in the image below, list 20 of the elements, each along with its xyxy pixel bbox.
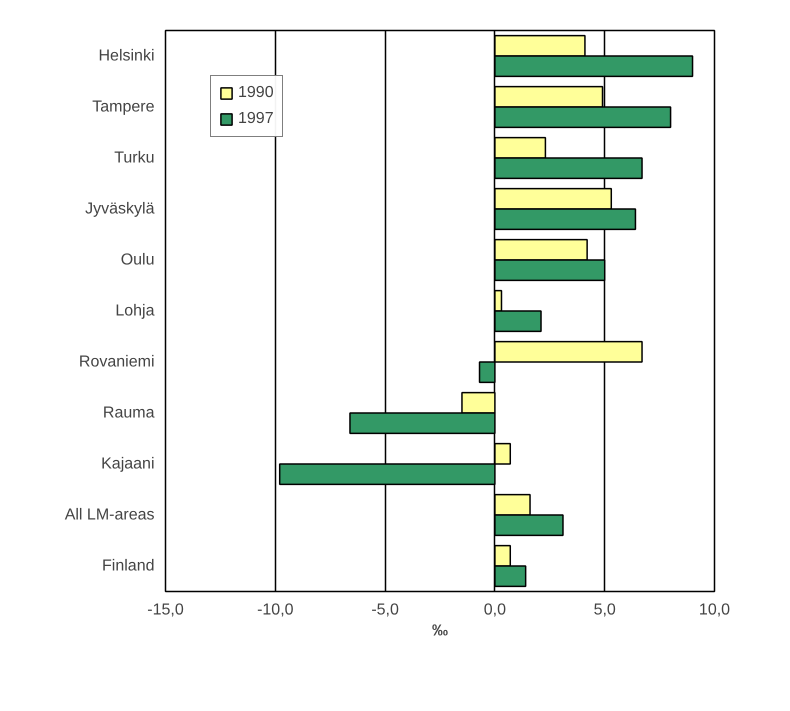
y-tick-label: Oulu (120, 252, 154, 268)
x-tick-label: 10,0 (698, 602, 730, 618)
legend-label: 1997 (238, 110, 274, 128)
y-tick-label: Jyväskylä (85, 200, 155, 218)
y-tick-label: Finland (102, 558, 155, 574)
y-tick-label: Tampere (92, 98, 155, 116)
y-tick-label: Rauma (102, 404, 155, 422)
y-tick-label: Kajaani (101, 456, 154, 472)
x-tick-label: -5,0 (371, 602, 399, 618)
x-tick-label: -10,0 (257, 602, 294, 618)
y-tick-label: All LM-areas (64, 506, 155, 524)
x-axis-title: ‰ (432, 622, 448, 640)
y-tick-label: Rovaniemi (78, 354, 155, 370)
y-tick-label: Helsinki (98, 48, 154, 64)
x-tick-label: 5,0 (594, 602, 616, 618)
x-tick-label: 0,0 (484, 602, 506, 618)
legend-label: 1990 (238, 84, 274, 102)
y-tick-label: Lohja (115, 302, 155, 320)
x-tick-label: -15,0 (147, 602, 184, 618)
y-tick-label: Turku (114, 150, 155, 166)
